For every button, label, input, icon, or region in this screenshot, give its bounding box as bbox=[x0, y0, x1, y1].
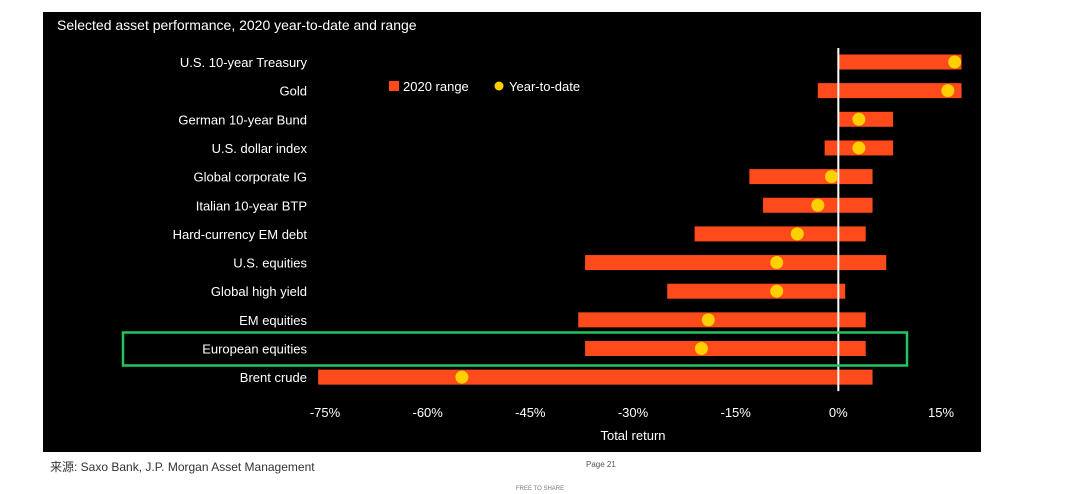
category-label: U.S. 10-year Treasury bbox=[180, 55, 308, 70]
range-bar bbox=[667, 283, 846, 299]
category-label: Global high yield bbox=[211, 284, 307, 299]
ytd-dot bbox=[770, 256, 784, 270]
range-bar bbox=[585, 255, 887, 271]
category-label: Global corporate IG bbox=[194, 170, 307, 185]
range-bar bbox=[578, 312, 866, 328]
ytd-dot bbox=[941, 84, 955, 98]
ytd-dot bbox=[948, 55, 962, 69]
legend-label-ytd: Year-to-date bbox=[509, 79, 580, 94]
range-bar bbox=[694, 226, 866, 242]
category-label: Gold bbox=[280, 84, 307, 99]
x-tick-label: -45% bbox=[515, 405, 546, 420]
source-note: 来源: Saxo Bank, J.P. Morgan Asset Managem… bbox=[50, 460, 315, 474]
ytd-dot bbox=[811, 198, 825, 212]
x-tick-label: -30% bbox=[618, 405, 649, 420]
category-label: German 10-year Bund bbox=[178, 112, 307, 127]
category-label: European equities bbox=[202, 342, 307, 357]
ytd-dot bbox=[824, 170, 838, 184]
ytd-dot bbox=[790, 227, 804, 241]
range-bar bbox=[749, 169, 873, 185]
chart-title: Selected asset performance, 2020 year-to… bbox=[57, 17, 417, 33]
category-label: U.S. equities bbox=[233, 256, 307, 271]
chart-panel: Selected asset performance, 2020 year-to… bbox=[43, 12, 981, 452]
ytd-dot bbox=[852, 141, 866, 155]
range-bar bbox=[817, 83, 962, 99]
ytd-dot bbox=[455, 370, 469, 384]
x-tick-label: -75% bbox=[310, 405, 341, 420]
range-bar bbox=[318, 369, 873, 385]
legend-swatch-range bbox=[389, 81, 399, 91]
free-to-share-note: FREE TO SHARE bbox=[516, 486, 565, 492]
x-tick-label: 0% bbox=[829, 405, 848, 420]
legend-swatch-ytd bbox=[494, 81, 504, 91]
range-bar bbox=[838, 111, 894, 127]
range-bar bbox=[838, 54, 962, 70]
ytd-dot bbox=[852, 112, 866, 126]
x-tick-label: -60% bbox=[412, 405, 443, 420]
range-bar bbox=[585, 341, 866, 356]
x-tick-label: 15% bbox=[928, 405, 954, 420]
category-label: Italian 10-year BTP bbox=[196, 198, 307, 213]
category-label: EM equities bbox=[239, 313, 307, 328]
x-tick-label: -15% bbox=[720, 405, 751, 420]
category-label: Brent crude bbox=[240, 370, 307, 385]
page-number: Page 21 bbox=[586, 460, 616, 469]
highlight-box bbox=[121, 331, 909, 367]
ytd-dot bbox=[701, 313, 715, 327]
chart-plot: U.S. 10-year Treasury Gold German 10-year … bbox=[121, 48, 962, 443]
legend-label-range: 2020 range bbox=[403, 79, 469, 94]
category-label: Hard-currency EM debt bbox=[173, 227, 308, 242]
ytd-dot bbox=[770, 284, 784, 298]
ytd-dot bbox=[694, 342, 708, 355]
x-axis-label: Total return bbox=[600, 428, 665, 443]
category-label: U.S. dollar index bbox=[212, 141, 308, 156]
